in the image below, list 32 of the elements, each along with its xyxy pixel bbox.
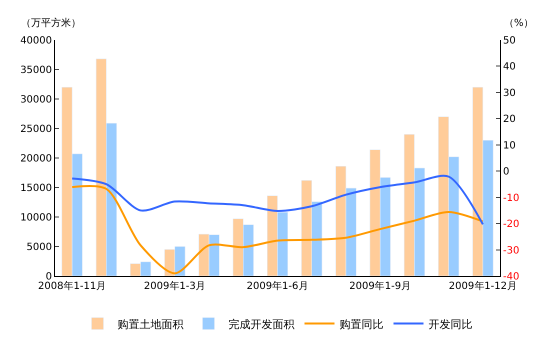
y-axis-title: （万平方米） (21, 17, 81, 29)
legend-label: 购置同比 (340, 318, 384, 331)
x-tick-label: 2009年1-9月 (349, 280, 412, 292)
y2-tick-label: 40 (503, 62, 516, 73)
y-tick-label: 40000 (20, 36, 52, 46)
y2-tick-label: -30 (503, 245, 520, 256)
x-tick-label: 2009年1-6月 (246, 280, 308, 292)
y2-tick-label: -10 (503, 192, 520, 204)
y2-tick-label: 0 (503, 166, 510, 178)
legend-label: 购置土地面积 (118, 318, 184, 331)
y-tick-label: 5000 (26, 242, 52, 253)
y2-tick-label: 20 (503, 114, 516, 126)
y2-tick-label: -40 (503, 272, 520, 282)
x-tick-label: 2008年1-11月 (38, 280, 106, 292)
y-tick-label: 10000 (20, 212, 52, 224)
y2-tick-label: 30 (503, 88, 516, 99)
legend-label: 完成开发面积 (228, 318, 294, 331)
line-series (71, 185, 484, 274)
y2-axis-title: （%） (504, 18, 534, 29)
y2-tick-label: -20 (503, 219, 520, 230)
y2-tick-label: 10 (503, 140, 516, 152)
y-tick-label: 35000 (20, 65, 52, 76)
y-tick-label: 20000 (20, 154, 52, 164)
y-tick-label: 30000 (20, 94, 52, 106)
line-series (71, 174, 484, 226)
y-tick-label: 0 (46, 272, 52, 282)
y-tick-label: 15000 (20, 183, 52, 194)
y2-tick-label: 50 (503, 36, 516, 46)
legend-label: 开发同比 (428, 318, 472, 331)
x-tick-label: 2009年1-12月 (448, 280, 517, 292)
y-tick-label: 25000 (20, 124, 52, 135)
x-tick-label: 2009年1-3月 (144, 280, 206, 292)
